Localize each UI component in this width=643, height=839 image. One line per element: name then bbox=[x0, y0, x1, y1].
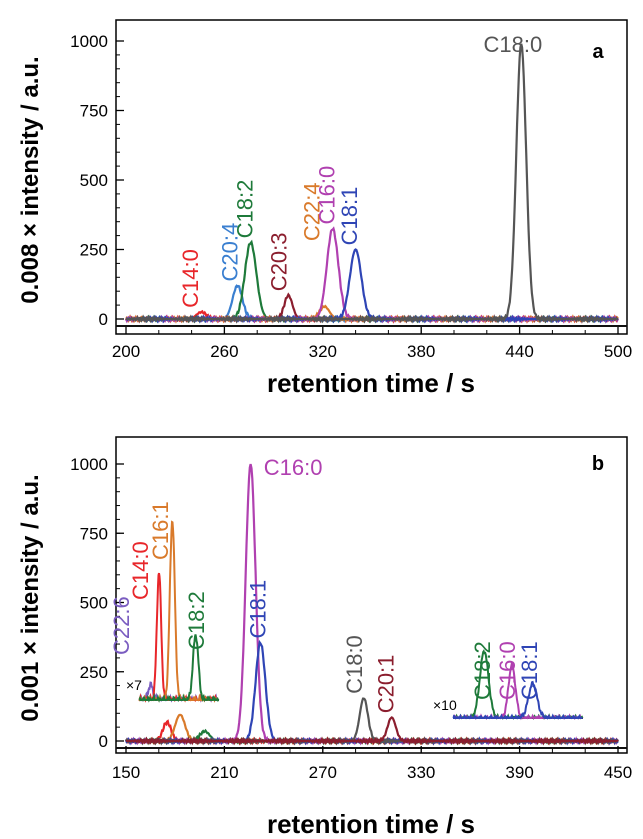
panel-b-traces bbox=[124, 463, 619, 746]
inset-label-c18-2: C18:2 bbox=[184, 591, 209, 650]
panel-b-y-axis-title: 0.001 × intensity / a.u. bbox=[17, 474, 44, 721]
peak-label-c20-3: C20:3 bbox=[267, 232, 292, 291]
peak-label-c16-0: C16:0 bbox=[314, 166, 339, 225]
trace-c18-1 bbox=[124, 639, 619, 746]
panel-b-peak-labels: C16:0 C18:1 C18:0 C20:1 bbox=[245, 455, 398, 713]
peak-label-c22-4: C22:4 bbox=[300, 182, 325, 241]
panel-a-y-axis-title: 0.008 × intensity / a.u. bbox=[17, 56, 44, 303]
panel-a-x-axis-title: retention time / s bbox=[267, 368, 475, 398]
peak-label-c16-0: C16:0 bbox=[264, 455, 323, 480]
panel-b-frame bbox=[115, 436, 628, 754]
inset-label-c14-0: C14:0 bbox=[128, 541, 153, 600]
panel-b-axis-ticks: 150 210 270 330 390 450 0 250 500 750 1000 bbox=[70, 455, 632, 782]
x-tick-label: 200 bbox=[112, 342, 140, 361]
peak-label-c18-0: C18:0 bbox=[342, 635, 367, 694]
peak-label-c20-1: C20:1 bbox=[373, 655, 398, 714]
inset-label-c22-6: C22:6 bbox=[109, 596, 134, 655]
y-tick-label: 500 bbox=[80, 594, 108, 613]
peak-label-c20-4: C20:4 bbox=[218, 223, 243, 282]
y-tick-label: 0 bbox=[99, 310, 108, 329]
peak-label-c18-0: C18:0 bbox=[484, 32, 543, 57]
x-tick-label: 330 bbox=[407, 763, 435, 782]
peak-label-c18-1: C18:1 bbox=[337, 187, 362, 246]
inset-label-c18-1: C18:1 bbox=[517, 641, 542, 700]
inset-scale-factor: ×7 bbox=[126, 677, 142, 693]
x-tick-label: 270 bbox=[309, 763, 337, 782]
x-tick-label: 210 bbox=[210, 763, 238, 782]
y-tick-label: 1000 bbox=[70, 32, 108, 51]
panel-a-frame bbox=[115, 19, 628, 335]
trace-c20-1 bbox=[125, 716, 619, 746]
peak-label-c18-2: C18:2 bbox=[232, 180, 257, 239]
y-tick-label: 250 bbox=[80, 663, 108, 682]
x-tick-label: 440 bbox=[505, 342, 533, 361]
x-tick-label: 390 bbox=[505, 763, 533, 782]
peak-label-c14-0: C14:0 bbox=[178, 249, 203, 308]
y-tick-label: 1000 bbox=[70, 455, 108, 474]
x-tick-label: 320 bbox=[309, 342, 337, 361]
panel-a-axis-ticks: 200 260 320 380 440 500 0 250 500 750 1000 bbox=[70, 32, 632, 361]
y-tick-label: 0 bbox=[99, 732, 108, 751]
panel-b-x-axis-title: retention time / s bbox=[267, 809, 475, 839]
inset-label-c16-1: C16:1 bbox=[148, 501, 173, 560]
inset-label-c18-2: C18:2 bbox=[470, 641, 495, 700]
y-tick-label: 500 bbox=[80, 171, 108, 190]
inset-trace-c18-2 bbox=[138, 634, 220, 703]
x-tick-label: 500 bbox=[604, 342, 632, 361]
y-tick-label: 750 bbox=[80, 524, 108, 543]
x-tick-label: 150 bbox=[112, 763, 140, 782]
x-tick-label: 380 bbox=[407, 342, 435, 361]
inset-trace-c18-1 bbox=[452, 680, 583, 720]
x-tick-label: 260 bbox=[210, 342, 238, 361]
inset-scale-factor: ×10 bbox=[433, 697, 457, 713]
x-tick-label: 450 bbox=[604, 763, 632, 782]
y-tick-label: 750 bbox=[80, 102, 108, 121]
panel-a-label: a bbox=[592, 41, 604, 63]
panel-a-traces bbox=[124, 43, 620, 324]
inset-label-c16-0: C16:0 bbox=[495, 641, 520, 700]
y-tick-label: 250 bbox=[80, 241, 108, 260]
peak-label-c18-1: C18:1 bbox=[245, 580, 270, 639]
panel-b-label: b bbox=[592, 453, 604, 475]
trace-c18-0 bbox=[125, 43, 619, 324]
